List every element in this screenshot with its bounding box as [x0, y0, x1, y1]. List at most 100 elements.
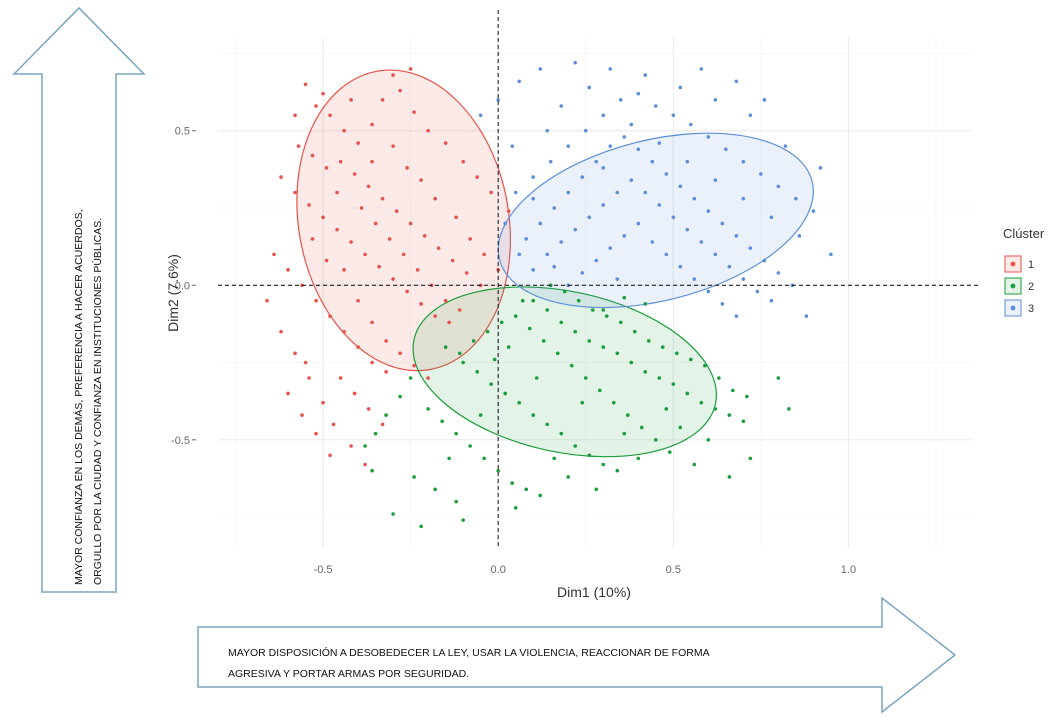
- cluster-1-point: [356, 298, 360, 303]
- cluster-1-point: [506, 209, 511, 213]
- x-tick-label: 1.0: [841, 564, 856, 576]
- cluster-2-point: [566, 475, 571, 479]
- cluster-3-point: [618, 98, 623, 102]
- cluster-2-point: [478, 413, 483, 417]
- cluster-3-point: [699, 67, 704, 71]
- cluster-3-point: [762, 98, 767, 102]
- cluster-1-point: [349, 444, 353, 448]
- cluster-3-point: [720, 221, 725, 226]
- cluster-3-point: [713, 252, 718, 257]
- cluster-2-point: [506, 345, 511, 349]
- cluster-2-point: [727, 413, 732, 417]
- cluster-3-point: [587, 215, 592, 220]
- cluster-1-point: [426, 128, 430, 133]
- cluster-2-point: [643, 302, 648, 306]
- legend-dot-2: [1010, 283, 1016, 289]
- cluster-3-point: [657, 203, 662, 207]
- cluster-3-point: [664, 252, 669, 257]
- cluster-1-point: [394, 209, 399, 213]
- cluster-3-point: [538, 221, 543, 226]
- cluster-2-point: [471, 339, 476, 343]
- cluster-3-point: [769, 215, 774, 220]
- cluster-1-point: [405, 166, 409, 170]
- cluster-2-point: [664, 407, 669, 411]
- cluster-3-point: [769, 298, 774, 303]
- reference-lines: [218, 10, 979, 548]
- cluster-1-point: [436, 246, 441, 250]
- cluster-3-point: [748, 113, 753, 118]
- cluster-3-point: [573, 227, 578, 232]
- cluster-3-point: [608, 144, 613, 148]
- cluster-1-point: [279, 175, 283, 179]
- cluster-2-point: [457, 351, 462, 356]
- cluster-3-point: [671, 113, 676, 118]
- cluster-3-point: [580, 175, 585, 179]
- cluster-3-point: [636, 221, 641, 226]
- cluster-2-point: [622, 431, 627, 436]
- cluster-1-point: [380, 422, 385, 427]
- cluster-2-point: [713, 407, 718, 411]
- cluster-3-point: [573, 60, 578, 65]
- cluster-3-point: [601, 113, 606, 118]
- cluster-2-point: [745, 394, 749, 399]
- cluster-2-point: [482, 456, 486, 461]
- cluster-3-point: [566, 190, 571, 195]
- cluster-1-point: [366, 407, 371, 411]
- cluster-2-point: [559, 320, 564, 325]
- cluster-3-point: [650, 240, 655, 244]
- cluster-1-point: [279, 329, 283, 334]
- cluster-1-point: [310, 153, 315, 158]
- cluster-2-point: [636, 456, 641, 461]
- cluster-1-point: [443, 298, 448, 303]
- cluster-2-point: [370, 468, 374, 473]
- cluster-3-point: [559, 240, 564, 244]
- cluster-3-point: [643, 73, 648, 77]
- cluster-3-point: [629, 178, 634, 182]
- cluster-1-point: [415, 268, 420, 272]
- cluster-1-point: [328, 453, 332, 458]
- cluster-3-point: [566, 144, 571, 148]
- cluster-1-point: [405, 289, 409, 294]
- cluster-1-point: [419, 178, 423, 182]
- cluster-3-point: [552, 206, 557, 210]
- cluster-2-point: [657, 376, 662, 380]
- cluster-3-point: [615, 190, 620, 195]
- cluster-3-point: [759, 172, 763, 176]
- cluster-1-point: [342, 329, 346, 334]
- cluster-3-point: [587, 85, 592, 90]
- cluster-1-point: [300, 413, 304, 417]
- cluster-1-point: [324, 166, 329, 170]
- cluster-2-point: [594, 487, 599, 492]
- cluster-1-point: [401, 252, 406, 257]
- cluster-1-point: [450, 258, 455, 263]
- cluster-1-point: [324, 258, 329, 263]
- cluster-3-point: [664, 172, 669, 176]
- cluster-1-point: [363, 462, 367, 467]
- cluster-1-point: [321, 400, 325, 405]
- vertical-arrow-line-2: ORGULLO POR LA CIUDAD Y CONFIANZA EN INS…: [92, 217, 104, 585]
- cluster-2-point: [433, 487, 437, 492]
- cluster-1-point: [391, 144, 395, 148]
- cluster-2-point: [384, 413, 388, 417]
- x-axis-label: Dim1 (10%): [557, 584, 631, 600]
- cluster-3-point: [496, 98, 500, 102]
- cluster-2-point: [632, 329, 637, 334]
- cluster-1-point: [356, 141, 360, 145]
- cluster-3-point: [622, 234, 627, 238]
- cluster-2-point: [545, 308, 550, 312]
- cluster-1-point: [443, 141, 448, 145]
- plot-panel: [218, 38, 971, 548]
- cluster-1-point: [489, 190, 493, 195]
- cluster-3-point: [513, 190, 518, 195]
- cluster-3-point: [657, 141, 662, 145]
- cluster-2-point: [590, 308, 595, 312]
- cluster-3-point: [829, 252, 833, 257]
- y-tick-label: 0.5: [175, 126, 190, 138]
- cluster-2-point: [492, 357, 497, 362]
- cluster-3-point: [601, 203, 606, 207]
- cluster-2-point: [538, 493, 543, 498]
- axis-ticks: -0.5 0.0 0.5 1.0 -0.5 0.0 0.5: [171, 126, 856, 576]
- cluster-2-point: [531, 298, 536, 303]
- cluster-3-point: [783, 144, 788, 148]
